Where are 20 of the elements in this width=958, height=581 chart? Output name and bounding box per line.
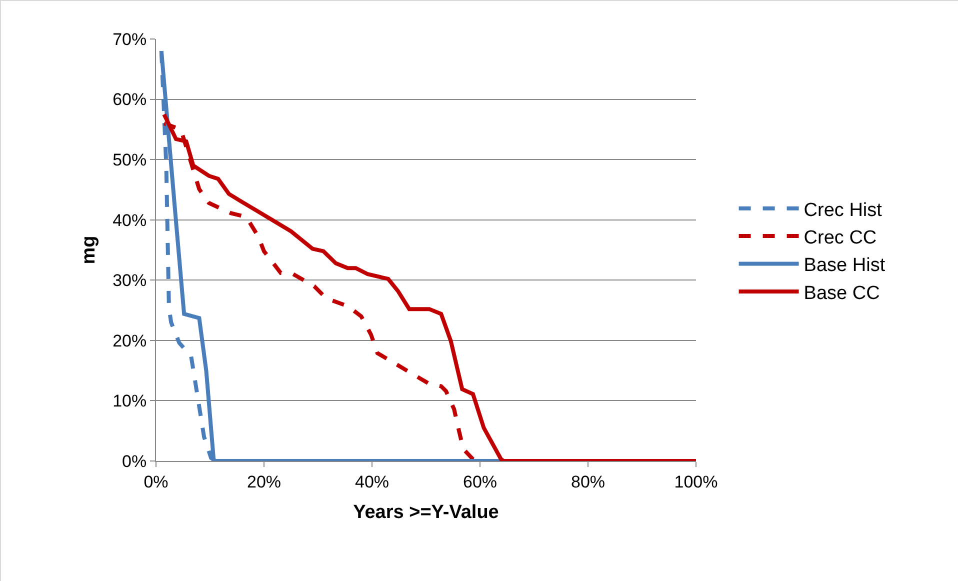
y-tick-label: 0% xyxy=(122,452,147,471)
x-axis-title: Years >=Y-Value xyxy=(353,502,499,524)
y-tick-label: 50% xyxy=(112,150,147,170)
x-tick-label: 40% xyxy=(354,472,390,492)
legend-label: Crec Hist xyxy=(804,200,883,221)
x-tick-label: 0% xyxy=(144,472,168,492)
y-tick-label: 60% xyxy=(112,90,147,110)
legend-label: Base Hist xyxy=(804,255,886,276)
x-tick-label: 100% xyxy=(674,472,718,492)
y-tick-label: 70% xyxy=(112,30,147,49)
legend-label: Crec CC xyxy=(804,227,877,248)
x-tick-label: 60% xyxy=(462,472,498,492)
y-axis-title: mg xyxy=(78,236,100,264)
legend-label: Base CC xyxy=(804,282,880,304)
y-tick-label: 10% xyxy=(112,392,147,411)
y-tick-label: 20% xyxy=(112,331,147,350)
y-tick-label: 30% xyxy=(112,271,147,290)
x-tick-label: 20% xyxy=(246,472,282,492)
x-tick-label: 80% xyxy=(570,472,606,492)
y-tick-label: 40% xyxy=(112,210,147,230)
